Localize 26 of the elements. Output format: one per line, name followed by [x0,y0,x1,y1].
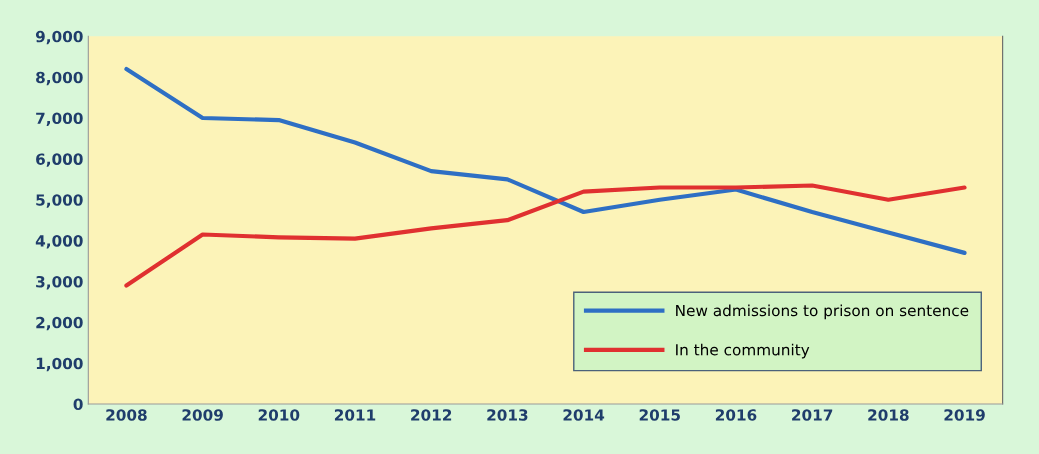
x-tick-label: 2008 [106,409,147,421]
y-tick-label: 3,000 [36,275,83,290]
y-tick-label: 0 [73,398,83,411]
x-tick-label: 2019 [944,409,985,421]
x-tick-label: 2015 [639,409,680,421]
x-tick-label: 2009 [182,409,223,421]
x-tick-label: 2018 [868,409,909,421]
line-series [124,66,967,255]
x-tick-label: 2010 [258,409,300,421]
x-tick-label: 2016 [715,409,757,421]
y-tick-label: 7,000 [36,112,83,127]
y-tick-label: 6,000 [36,153,83,167]
line-series [124,183,967,288]
y-tick-label: 4,000 [35,235,83,249]
y-tick-label: 2,000 [36,316,83,331]
x-tick-label: 2017 [792,409,833,421]
y-tick-label: 1,000 [36,357,83,372]
x-tick-label: 2013 [487,409,528,421]
y-tick-label: 8,000 [36,71,83,86]
legend-label: In the community [676,343,810,359]
x-tick-label: 2012 [411,409,452,421]
y-tick-label: 9,000 [35,30,83,45]
y-tick-label: 5,000 [36,194,83,208]
x-tick-label: 2011 [334,409,376,421]
x-tick-label: 2014 [563,409,605,421]
legend-label: New admissions to prison on sentence [676,304,969,320]
